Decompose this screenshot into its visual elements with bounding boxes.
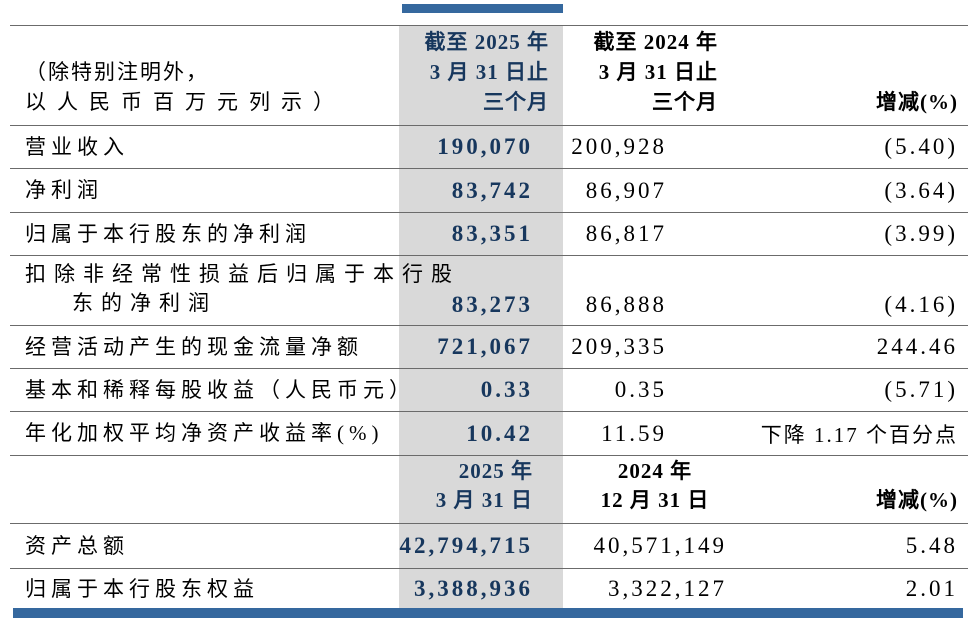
- current-date-header: 2025 年 3 月 31 日: [435, 459, 533, 512]
- value-current: 3,388,936: [414, 576, 533, 601]
- metric-label: 净利润: [25, 178, 103, 202]
- bottom-accent-bar: [13, 608, 963, 618]
- row-net-profit: 净利润 83,742 86,907 (3.64): [10, 169, 968, 213]
- row-equity-attributable: 归属于本行股东权益 3,388,936 3,322,127 2.01: [10, 569, 968, 609]
- metric-label: 基本和稀释每股收益（人民币元）: [25, 377, 415, 402]
- unit-note-line2: 以人民币百万元列示）: [25, 90, 345, 114]
- row-operating-income: 营业收入 190,070 200,928 (5.40): [10, 126, 968, 169]
- value-prior: 86,888: [585, 292, 667, 317]
- value-current: 0.33: [480, 377, 533, 402]
- value-change: 244.46: [876, 334, 958, 359]
- metric-label: 归属于本行股东权益: [25, 576, 259, 601]
- value-change: (5.40): [884, 134, 958, 159]
- prior-period-header: 截至 2024 年 3 月 31 日止 三个月: [593, 30, 718, 114]
- value-change: 下降 1.17 个百分点: [760, 422, 958, 447]
- value-current: 83,351: [451, 221, 533, 246]
- empty-cell: [10, 515, 399, 523]
- value-prior: 40,571,149: [593, 533, 727, 558]
- value-current: 83,742: [451, 177, 533, 203]
- row-total-assets: 资产总额 42,794,715 40,571,149 5.48: [10, 524, 968, 569]
- header-row-dates: 2025 年 3 月 31 日 2024 年 12 月 31 日 增减(%): [10, 456, 968, 524]
- top-accent-bar: [402, 4, 563, 13]
- value-prior: 86,817: [585, 221, 667, 246]
- financial-summary-table: （除特别注明外， 以人民币百万元列示） 截至 2025 年 3 月 31 日止 …: [10, 25, 968, 609]
- highlight-column-background: [399, 25, 563, 608]
- prior-date-header: 2024 年 12 月 31 日: [600, 459, 710, 512]
- value-current: 42,794,715: [399, 533, 533, 558]
- metric-label: 资产总额: [25, 533, 129, 558]
- header-row-periods: （除特别注明外， 以人民币百万元列示） 截至 2025 年 3 月 31 日止 …: [10, 26, 968, 126]
- row-net-profit-excl-nonrecurring: 扣除非经常性损益后归属于本行股 东的净利润 83,273 86,888 (4.1…: [10, 256, 968, 326]
- value-change: (3.64): [884, 177, 958, 203]
- row-roe: 年化加权平均净资产收益率(%) 10.42 11.59 下降 1.17 个百分点: [10, 412, 968, 456]
- metric-label: 扣除非经常性损益后归属于本行股 东的净利润: [25, 262, 460, 315]
- row-operating-cash-flow: 经营活动产生的现金流量净额 721,067 209,335 244.46: [10, 326, 968, 369]
- value-current: 190,070: [437, 134, 533, 159]
- value-change: (4.16): [884, 292, 958, 317]
- value-prior: 86,907: [585, 177, 667, 203]
- unit-note-line1: （除特别注明外，: [25, 60, 209, 84]
- value-change: (3.99): [884, 221, 958, 246]
- current-period-header: 截至 2025 年 3 月 31 日止 三个月: [424, 30, 549, 114]
- metric-label: 经营活动产生的现金流量净额: [25, 334, 363, 359]
- value-current: 10.42: [466, 420, 533, 446]
- metric-label: 年化加权平均净资产收益率(%): [25, 421, 384, 445]
- value-prior: 11.59: [601, 420, 667, 446]
- unit-note: （除特别注明外， 以人民币百万元列示）: [10, 57, 399, 125]
- value-change: 5.48: [905, 533, 958, 558]
- value-current: 83,273: [451, 292, 533, 317]
- value-prior: 200,928: [571, 134, 667, 159]
- metric-label: 营业收入: [25, 134, 129, 159]
- change-percent-header: 增减(%): [876, 90, 958, 114]
- value-prior: 0.35: [614, 377, 667, 402]
- value-change: 2.01: [905, 576, 958, 601]
- value-prior: 3,322,127: [608, 576, 727, 601]
- row-net-profit-attributable: 归属于本行股东的净利润 83,351 86,817 (3.99): [10, 213, 968, 256]
- value-prior: 209,335: [571, 334, 667, 359]
- change-percent-header: 增减(%): [876, 488, 958, 512]
- value-current: 721,067: [437, 334, 533, 359]
- row-eps: 基本和稀释每股收益（人民币元） 0.33 0.35 (5.71): [10, 369, 968, 412]
- metric-label: 归属于本行股东的净利润: [25, 221, 311, 246]
- value-change: (5.71): [884, 377, 958, 402]
